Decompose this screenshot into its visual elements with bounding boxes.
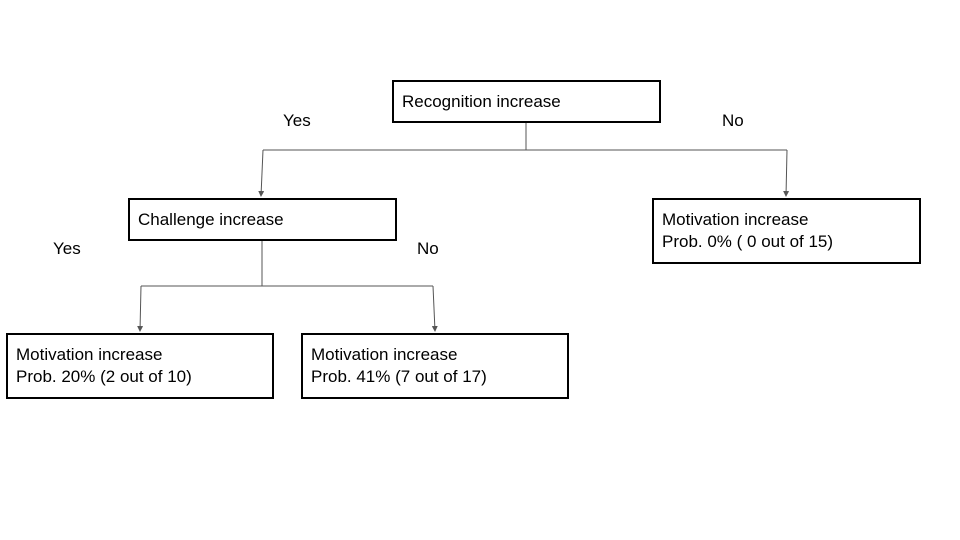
root-no-label: No (722, 111, 744, 130)
root-yes-label: Yes (283, 111, 311, 130)
leaf-challenge-no-prob: Prob. 41% (7 out of 17) (311, 367, 487, 386)
leaf-challenge-no-title: Motivation increase (311, 345, 458, 364)
challenge-no-arrow (431, 285, 438, 332)
root-yes-arrow (258, 149, 265, 197)
leaf-challenge-yes-prob: Prob. 20% (2 out of 10) (16, 367, 192, 386)
leaf-root-no-prob: Prob. 0% ( 0 out of 15) (662, 232, 834, 251)
challenge-increase-label: Challenge increase (138, 210, 284, 229)
challenge-no-label: No (417, 239, 439, 258)
root-no-arrow (783, 149, 790, 197)
recognition-increase-label: Recognition increase (402, 92, 561, 111)
challenge-yes-label: Yes (53, 239, 81, 258)
leaf-root-no-title: Motivation increase (662, 210, 809, 229)
leaf-challenge-no-node: Motivation increase Prob. 41% (7 out of … (301, 333, 569, 399)
recognition-increase-node: Recognition increase (392, 80, 661, 123)
challenge-yes-arrow (137, 285, 144, 332)
leaf-challenge-yes-node: Motivation increase Prob. 20% (2 out of … (6, 333, 274, 399)
leaf-challenge-yes-title: Motivation increase (16, 345, 163, 364)
leaf-root-no-node: Motivation increase Prob. 0% ( 0 out of … (652, 198, 921, 264)
challenge-increase-node: Challenge increase (128, 198, 397, 241)
